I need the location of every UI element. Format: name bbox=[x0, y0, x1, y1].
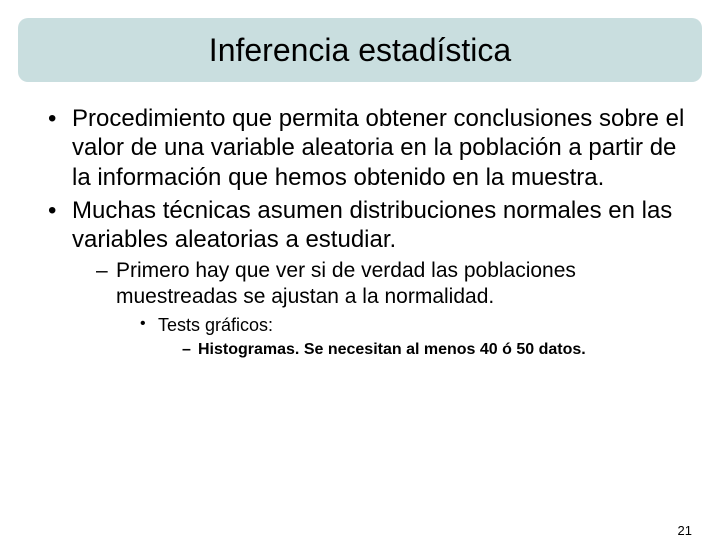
bullet-item: Primero hay que ver si de verdad las pob… bbox=[96, 258, 692, 360]
bullet-item: Histogramas. Se necesitan al menos 40 ó … bbox=[182, 340, 692, 360]
bullet-text: Tests gráficos: bbox=[158, 315, 273, 335]
bullet-item: Tests gráficos: Histogramas. Se necesita… bbox=[140, 314, 692, 361]
title-bar: Inferencia estadística bbox=[18, 18, 702, 82]
bullet-list-level4: Histogramas. Se necesitan al menos 40 ó … bbox=[158, 340, 692, 360]
bullet-list-level2: Primero hay que ver si de verdad las pob… bbox=[72, 258, 692, 360]
bullet-list-level1: Procedimiento que permita obtener conclu… bbox=[28, 104, 692, 360]
bullet-text: Muchas técnicas asumen distribuciones no… bbox=[72, 197, 672, 253]
page-number: 21 bbox=[678, 523, 692, 538]
bullet-list-level3: Tests gráficos: Histogramas. Se necesita… bbox=[116, 314, 692, 361]
bullet-item: Procedimiento que permita obtener conclu… bbox=[48, 104, 692, 192]
slide-content: Procedimiento que permita obtener conclu… bbox=[0, 82, 720, 360]
slide-title: Inferencia estadística bbox=[209, 32, 511, 69]
bullet-text: Primero hay que ver si de verdad las pob… bbox=[116, 259, 576, 308]
bullet-item: Muchas técnicas asumen distribuciones no… bbox=[48, 196, 692, 360]
